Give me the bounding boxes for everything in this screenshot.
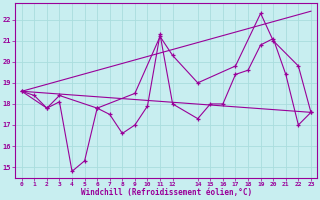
X-axis label: Windchill (Refroidissement éolien,°C): Windchill (Refroidissement éolien,°C) bbox=[81, 188, 252, 197]
